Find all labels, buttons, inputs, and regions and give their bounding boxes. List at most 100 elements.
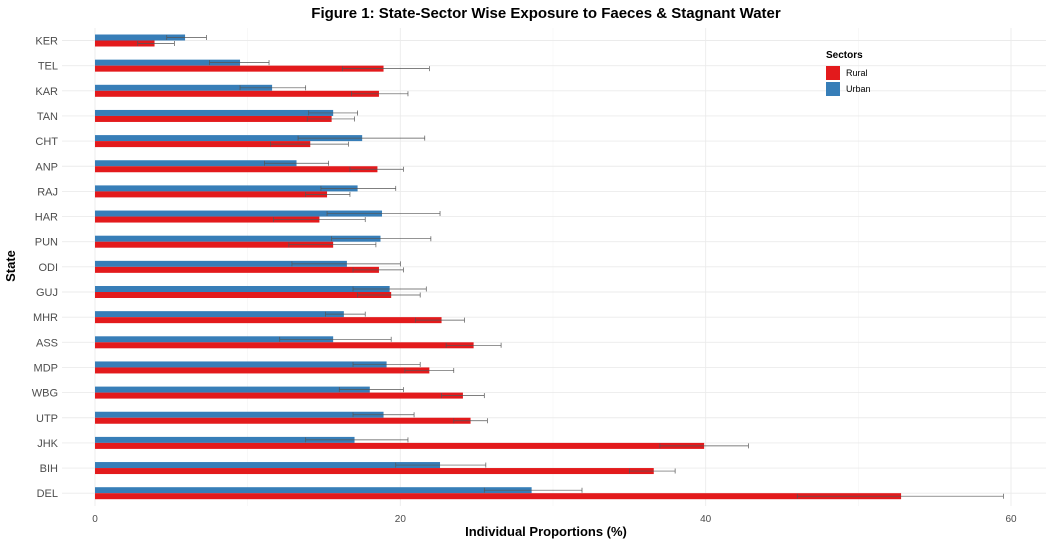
error-bar-rural-wbg <box>441 393 485 399</box>
bar-urban-tan <box>95 109 334 116</box>
y-tick-label: TAN <box>37 111 58 123</box>
bar-urban-ass <box>95 336 334 343</box>
error-bar-rural-jhk <box>659 443 749 449</box>
x-tick-label: 60 <box>1005 514 1017 525</box>
error-bar-rural-tel <box>341 66 430 72</box>
legend-items: Rural Urban <box>826 66 871 96</box>
bar-rural-anp <box>95 166 378 173</box>
bar-urban-odi <box>95 260 347 267</box>
bar-urban-wbg <box>95 386 370 393</box>
y-tick-label: KAR <box>35 86 58 98</box>
error-bar-urban-mdp <box>352 361 421 367</box>
error-bar-urban-cht <box>297 135 426 141</box>
bar-rural-mhr <box>95 317 442 324</box>
bar-urban-del <box>95 487 532 494</box>
error-bar-urban-utp <box>352 412 415 418</box>
error-bar-rural-ass <box>445 342 502 348</box>
error-bar-rural-odi <box>352 267 404 273</box>
error-bar-urban-kar <box>239 85 307 91</box>
error-bar-rural-mdp <box>404 367 455 373</box>
error-bar-urban-guj <box>352 286 427 292</box>
y-tick-label: GUJ <box>36 287 58 299</box>
legend-title: Sectors <box>826 50 863 61</box>
y-tick-label: ASS <box>36 337 58 349</box>
bar-rural-ass <box>95 342 474 349</box>
legend-swatch-rural <box>826 66 840 80</box>
error-bar-urban-tel <box>209 60 270 66</box>
x-axis-label: Individual Proportions (%) <box>465 524 627 539</box>
bar-rural-pun <box>95 241 334 248</box>
y-tick-label: JHK <box>37 438 58 450</box>
bar-urban-jhk <box>95 436 355 443</box>
legend-swatch-urban <box>826 82 840 96</box>
chart-title: Figure 1: State-Sector Wise Exposure to … <box>311 5 781 22</box>
error-bar-urban-mhr <box>325 311 366 317</box>
error-bar-rural-pun <box>288 242 377 248</box>
bar-urban-mhr <box>95 311 344 318</box>
bar-rural-mdp <box>95 367 430 374</box>
y-tick-label: KER <box>35 36 58 48</box>
legend-label-rural: Rural <box>846 68 868 78</box>
error-bar-rural-utp <box>453 418 488 424</box>
bar-urban-ker <box>95 34 186 41</box>
y-tick-label: MDP <box>34 362 58 374</box>
bar-urban-kar <box>95 84 273 91</box>
error-bar-rural-kar <box>351 91 409 97</box>
bar-rural-utp <box>95 417 471 424</box>
error-bar-urban-anp <box>264 160 329 166</box>
error-bar-rural-mhr <box>415 317 465 323</box>
bar-rural-odi <box>95 266 379 273</box>
bar-rural-del <box>95 493 902 500</box>
bar-urban-bih <box>95 462 441 469</box>
error-bar-rural-guj <box>357 292 421 298</box>
bar-urban-tel <box>95 59 241 66</box>
y-tick-label: ODI <box>38 262 58 274</box>
y-tick-label: CHT <box>35 136 58 148</box>
bar-urban-cht <box>95 135 363 142</box>
error-bar-rural-ker <box>137 41 175 46</box>
bar-rural-bih <box>95 468 654 475</box>
bar-rural-raj <box>95 191 328 198</box>
y-tick-label: WBG <box>32 388 58 400</box>
bar-rural-wbg <box>95 392 463 399</box>
error-bar-urban-jhk <box>305 437 409 443</box>
bar-rural-jhk <box>95 442 705 449</box>
error-bar-urban-ker <box>166 35 207 40</box>
error-bar-urban-har <box>326 211 441 217</box>
y-tick-label: MHR <box>33 312 58 324</box>
bar-rural-ker <box>95 40 155 47</box>
y-tick-label: ANP <box>35 161 58 173</box>
error-bars <box>137 35 1004 499</box>
error-bar-urban-tan <box>308 110 358 116</box>
error-bar-rural-bih <box>628 468 676 474</box>
error-bar-urban-ass <box>279 336 392 342</box>
legend: Sectors Rural Urban <box>826 50 871 96</box>
error-bar-urban-del <box>483 487 583 493</box>
bar-urban-guj <box>95 286 390 292</box>
bar-rural-cht <box>95 141 311 148</box>
bar-rural-har <box>95 216 320 223</box>
bar-urban-har <box>95 210 383 217</box>
y-tick-label: PUN <box>35 237 58 249</box>
bar-rural-tel <box>95 65 384 72</box>
y-tick-label: HAR <box>35 212 58 224</box>
legend-label-urban: Urban <box>846 84 871 94</box>
error-bar-rural-raj <box>305 191 351 197</box>
error-bar-rural-del <box>796 493 1004 499</box>
y-tick-label: BIH <box>40 463 58 475</box>
error-bar-urban-pun <box>331 236 432 242</box>
error-bar-rural-har <box>273 217 366 223</box>
bars <box>95 34 902 500</box>
bar-urban-mdp <box>95 361 387 368</box>
error-bar-urban-raj <box>320 185 397 191</box>
y-tick-label: DEL <box>37 488 58 500</box>
error-bar-rural-tan <box>306 116 355 122</box>
error-bar-rural-cht <box>270 141 349 147</box>
error-bar-urban-odi <box>291 261 401 267</box>
y-tick-labels: KER TEL KAR TAN CHT ANP RAJ HAR PUN ODI GUJ MHR ASS M… <box>32 36 59 501</box>
bar-urban-raj <box>95 185 358 192</box>
x-tick-label: 40 <box>700 514 712 525</box>
y-tick-label: RAJ <box>37 186 58 198</box>
